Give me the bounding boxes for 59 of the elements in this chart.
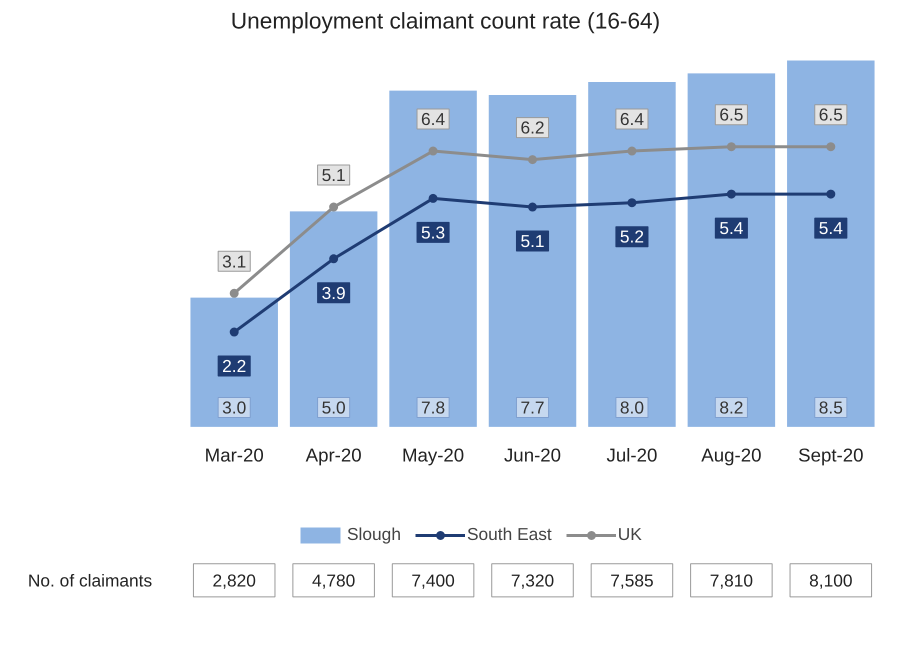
text: 7,400 xyxy=(411,570,455,590)
text: 4,780 xyxy=(312,570,356,590)
text: 7,585 xyxy=(610,570,654,590)
point xyxy=(826,190,836,199)
bar xyxy=(588,82,676,427)
data-label: 6.2 xyxy=(520,118,545,138)
bar xyxy=(389,90,477,427)
legend-label: UK xyxy=(618,524,642,545)
text: 2,820 xyxy=(212,570,256,590)
point xyxy=(329,202,338,212)
bar xyxy=(290,211,378,427)
data-label: 8.2 xyxy=(719,397,744,418)
point xyxy=(528,155,538,164)
data-label: 5.2 xyxy=(620,226,644,247)
data-label: 6.5 xyxy=(818,104,843,125)
point xyxy=(428,146,438,156)
x-tick-label: Apr-20 xyxy=(306,444,362,466)
text: 7,320 xyxy=(510,570,554,590)
data-label: 3.0 xyxy=(222,397,246,418)
data-label: 5.3 xyxy=(421,222,446,242)
data-label: 6.5 xyxy=(719,104,744,125)
text: 8,100 xyxy=(809,570,853,590)
point xyxy=(627,146,636,156)
chart-title: Unemployment claimant count rate (16-64) xyxy=(230,8,660,34)
data-label: 2.2 xyxy=(222,356,246,376)
data-label: 7.8 xyxy=(421,397,446,418)
text: No. of claimants xyxy=(28,570,152,590)
bar xyxy=(688,73,776,427)
data-label: 5.4 xyxy=(719,218,744,238)
data-label: 5.4 xyxy=(818,218,844,238)
data-label: 5.1 xyxy=(322,165,346,186)
point xyxy=(230,328,239,337)
data-label: 3.1 xyxy=(222,251,246,272)
point xyxy=(528,202,538,212)
x-tick-label: May-20 xyxy=(402,444,464,466)
x-tick-label: Sept-20 xyxy=(798,444,864,466)
point xyxy=(230,288,239,298)
x-tick-label: Aug-20 xyxy=(701,444,762,466)
point xyxy=(726,142,736,152)
point xyxy=(329,254,338,264)
data-label: 6.4 xyxy=(620,109,644,130)
x-tick-label: Jul-20 xyxy=(606,444,658,466)
data-label: 5.0 xyxy=(322,397,346,418)
x-tick-label: Mar-20 xyxy=(204,444,264,466)
point xyxy=(726,190,736,199)
legend-label: Slough xyxy=(347,524,401,545)
data-label: 5.1 xyxy=(520,231,545,252)
bar xyxy=(787,60,875,427)
text: 7,810 xyxy=(710,570,754,590)
point xyxy=(826,142,836,152)
point xyxy=(428,194,438,203)
data-label: 8.0 xyxy=(620,397,644,418)
x-tick-label: Jun-20 xyxy=(504,444,562,466)
data-label: 7.7 xyxy=(520,397,545,418)
data-label: 6.4 xyxy=(421,109,446,130)
legend-label: South East xyxy=(466,524,552,545)
point xyxy=(627,198,636,208)
data-label: 8.5 xyxy=(818,397,843,418)
data-label: 3.9 xyxy=(322,282,346,303)
